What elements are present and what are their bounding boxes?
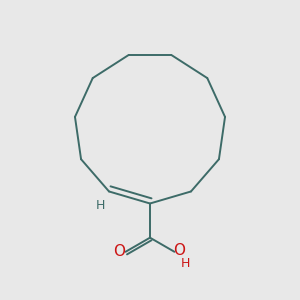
Text: H: H: [95, 199, 105, 212]
Text: O: O: [113, 244, 125, 259]
Text: O: O: [173, 243, 185, 258]
Text: H: H: [181, 256, 190, 270]
